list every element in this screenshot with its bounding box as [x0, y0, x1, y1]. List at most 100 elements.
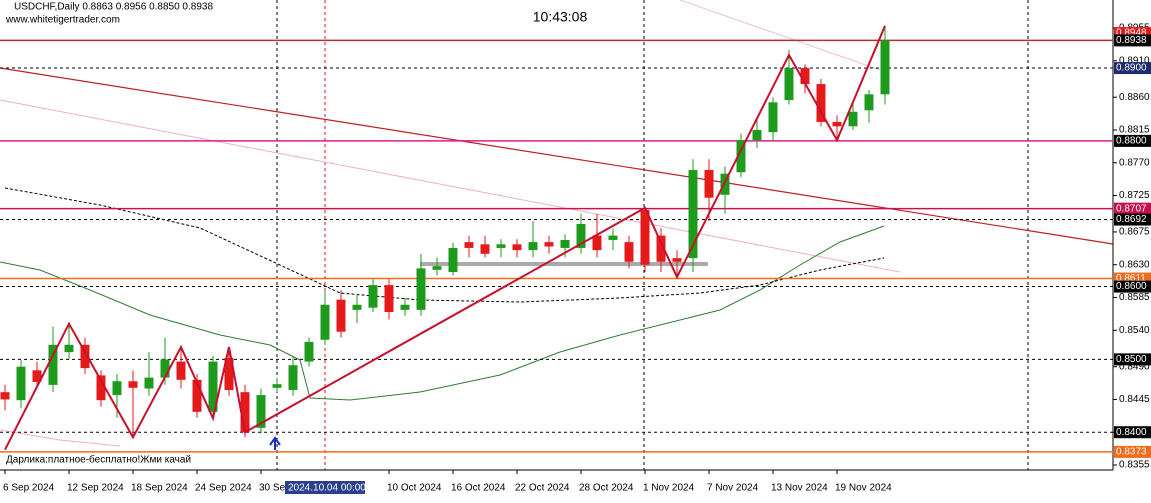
level-label: 0.8611 — [1116, 273, 1146, 284]
candle-body — [464, 242, 474, 248]
candle-body — [848, 111, 858, 127]
trend-line — [0, 67, 1114, 245]
candle-body — [368, 285, 378, 308]
level-label-box — [1114, 62, 1151, 75]
candle-body — [192, 379, 202, 412]
candle-body — [736, 140, 746, 173]
footer-text: Дарлика:платное-бесплатно!Жми качай — [6, 454, 191, 466]
subtitle: www.whitetigertrader.com — [5, 15, 120, 26]
candle-body — [880, 40, 890, 95]
level-label-box — [1114, 426, 1151, 439]
level-label-box — [1114, 213, 1151, 226]
candle-body — [624, 242, 634, 262]
candle-body — [784, 68, 794, 101]
candle-body — [16, 366, 26, 401]
candle-body — [480, 244, 490, 254]
level-label-box — [1114, 202, 1151, 215]
candle-body — [816, 84, 826, 122]
candle-body — [256, 395, 266, 428]
candle-body — [512, 244, 522, 251]
level-label: 0.8600 — [1116, 281, 1147, 292]
x-tick-label: 22 Oct 2024 — [515, 483, 570, 494]
crosshair-box — [285, 481, 365, 494]
candle-body — [240, 392, 250, 433]
candle-body — [800, 68, 810, 85]
crosshair-label: 2024.10.04 00:00 — [288, 483, 366, 494]
candle-body — [432, 266, 442, 270]
level-label: 0.8500 — [1116, 354, 1147, 365]
x-tick-label: 24 Sep 2024 — [195, 483, 252, 494]
candle-body — [400, 304, 410, 310]
level-label: 0.8938 — [1116, 35, 1147, 46]
x-tick-label: 7 Nov 2024 — [707, 483, 759, 494]
buy-arrow — [269, 436, 281, 450]
clock: 10:43:08 — [533, 9, 588, 25]
x-tick-label: 6 Sep 2024 — [3, 483, 55, 494]
candle-body — [688, 170, 698, 259]
candle-body — [352, 304, 362, 310]
level-label: 0.8707 — [1116, 203, 1147, 214]
candle-body — [384, 285, 394, 313]
candle-body — [864, 94, 874, 111]
y-tick-label: 0.8860 — [1119, 92, 1150, 103]
candle-body — [112, 381, 122, 396]
x-tick-label: 1 Nov 2024 — [643, 483, 695, 494]
level-label: 0.8800 — [1116, 136, 1147, 147]
candle-body — [720, 173, 730, 195]
candle-body — [672, 258, 682, 262]
candle-body — [544, 242, 554, 247]
y-tick-label: 0.8585 — [1119, 292, 1150, 303]
candle-body — [96, 375, 106, 401]
level-label: 0.8400 — [1116, 427, 1147, 438]
candle-body — [576, 223, 586, 248]
y-tick-label: 0.8540 — [1119, 325, 1150, 336]
candle-body — [752, 129, 762, 141]
candle-body — [176, 361, 186, 380]
y-tick-label: 0.8355 — [1119, 460, 1150, 471]
level-label-box — [1114, 34, 1151, 47]
candle-body — [304, 341, 314, 362]
x-tick-label: 18 Sep 2024 — [131, 483, 188, 494]
candle-body — [336, 299, 346, 332]
y-tick-label: 0.8675 — [1119, 227, 1150, 238]
moving-average — [0, 225, 885, 401]
level-label: 0.8948 — [1116, 28, 1147, 39]
candle-body — [272, 384, 282, 388]
candle-body — [128, 381, 138, 388]
candle-body — [64, 344, 74, 353]
candle-body — [592, 235, 602, 251]
moving-average — [0, 429, 121, 447]
zigzag — [4, 25, 886, 451]
y-tick-label: 0.8445 — [1119, 394, 1150, 405]
x-tick-label: 10 Oct 2024 — [387, 483, 442, 494]
candle-body — [80, 344, 90, 369]
candle-body — [48, 344, 58, 385]
x-tick-label: 28 Oct 2024 — [579, 483, 634, 494]
candle-body — [704, 170, 714, 198]
chart-title: USDCHF,Daily 0.8863 0.8956 0.8850 0.8938 — [14, 2, 213, 13]
decorations — [0, 0, 1114, 471]
candle-body — [656, 235, 666, 262]
candle-body — [768, 102, 778, 133]
range-box — [420, 262, 708, 266]
candle-body — [160, 359, 170, 378]
level-label-box — [1114, 134, 1151, 147]
candle-body — [416, 268, 426, 310]
level-label: 0.8900 — [1116, 63, 1147, 74]
y-tick-label: 0.8630 — [1119, 259, 1150, 270]
candle-body — [208, 361, 218, 412]
candle-body — [560, 239, 570, 248]
candle-body — [608, 235, 618, 240]
candle-body — [496, 244, 506, 248]
x-tick-label: 12 Sep 2024 — [67, 483, 124, 494]
level-label-box — [1114, 280, 1151, 293]
trend-line — [679, 0, 881, 71]
level-label: 0.8692 — [1116, 214, 1147, 225]
candle-body — [0, 392, 10, 400]
y-tick-label: 0.8910 — [1119, 55, 1150, 66]
y-tick-label: 0.8815 — [1119, 125, 1150, 136]
candle-body — [448, 247, 458, 272]
